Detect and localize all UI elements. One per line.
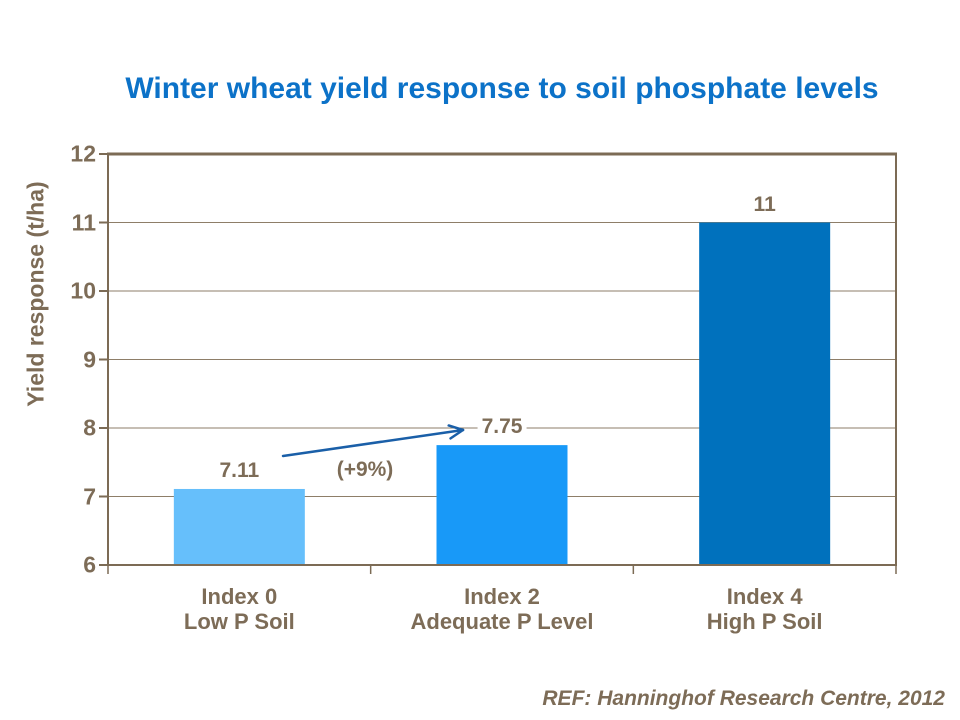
bar-2 xyxy=(699,222,831,565)
bar-value-label-1: 7.75 xyxy=(477,415,527,440)
y-axis-tick-label-10: 10 xyxy=(70,277,96,304)
bar-0 xyxy=(173,488,305,565)
growth-arrow-head xyxy=(449,428,465,440)
x-category-label-1-line1: Index 2 xyxy=(464,584,540,609)
y-axis-tick-label-8: 8 xyxy=(83,414,96,441)
x-category-label-0-line1: Index 0 xyxy=(201,584,278,609)
x-category-label-1: Index 2 Adequate P Level xyxy=(411,584,594,634)
x-category-label-2: Index 4 High P Soil xyxy=(707,584,823,634)
growth-arrow-shaft xyxy=(281,428,465,458)
bar-value-label-2: 11 xyxy=(749,192,780,217)
x-category-label-2-line2: High P Soil xyxy=(706,609,823,634)
bar-1 xyxy=(436,445,568,565)
y-axis-tick-label-11: 11 xyxy=(71,209,96,235)
bar-value-label-0: 7.11 xyxy=(215,458,264,483)
y-axis-tick-label-12: 12 xyxy=(70,140,96,167)
y-axis-tick-label-7: 7 xyxy=(83,483,96,509)
x-category-label-1-line2: Adequate P Level xyxy=(410,609,594,634)
increase-percent-label: (+9%) xyxy=(333,458,397,482)
y-axis-tick-label-6: 6 xyxy=(83,551,96,578)
chart-title: Winter wheat yield response to soil phos… xyxy=(125,72,879,105)
y-axis-tick-label-9: 9 xyxy=(83,346,96,372)
growth-arrow-head xyxy=(447,424,465,432)
x-category-label-0: Index 0 Low P Soil xyxy=(184,584,295,634)
reference-text: REF: Hanninghof Research Centre, 2012 xyxy=(542,687,945,710)
x-category-label-0-line2: Low P Soil xyxy=(183,609,295,634)
x-category-label-2-line1: Index 4 xyxy=(726,584,803,609)
